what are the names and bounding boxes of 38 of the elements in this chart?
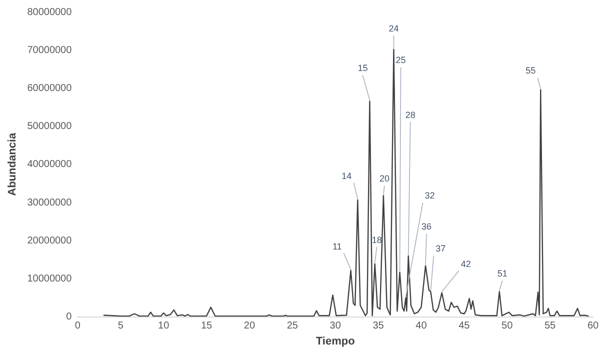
x-tick-label: 40	[416, 320, 428, 332]
y-tick-label: 80000000	[27, 6, 72, 18]
y-tick-label: 0	[66, 312, 72, 323]
annotation: 28	[405, 110, 416, 120]
annotation: 36	[422, 222, 432, 232]
x-axis-title: Tiempo	[316, 335, 356, 348]
annotation: 11	[332, 241, 342, 252]
y-tick-label: 20000000	[27, 235, 72, 246]
x-tick-label: 0	[74, 320, 81, 332]
y-axis-title: Abundancia	[6, 132, 19, 196]
x-tick-label: 35	[372, 320, 384, 332]
y-tick-label: 30000000	[27, 197, 72, 208]
annotation: 14	[342, 170, 352, 181]
annotation: 18	[372, 234, 382, 245]
annotation: 24	[388, 23, 399, 34]
y-tick-label: 70000000	[27, 44, 72, 56]
annotation: 20	[379, 174, 390, 184]
x-tick-label: 30	[330, 320, 342, 332]
annotation: 42	[460, 258, 471, 269]
annotation: 25	[396, 55, 406, 66]
x-tick-label: 5	[118, 320, 124, 332]
y-tick-label: 10000000	[27, 273, 72, 284]
annotation: 32	[424, 190, 435, 201]
x-tick-label: 10	[158, 320, 170, 332]
annotation: 15	[358, 63, 368, 74]
y-tick-label: 50000000	[27, 121, 72, 132]
y-tick-label: 40000000	[27, 159, 72, 170]
annotation: 37	[436, 244, 446, 254]
annotation: 55	[526, 66, 536, 76]
x-tick-label: 55	[544, 320, 556, 332]
x-tick-label: 45	[458, 320, 470, 332]
annotation: 51	[497, 268, 508, 279]
x-tick-label: 50	[502, 320, 514, 332]
y-tick-label: 60000000	[27, 82, 72, 94]
x-tick-label: 60	[587, 320, 599, 332]
x-tick-label: 25	[286, 320, 298, 332]
x-tick-label: 15	[200, 320, 213, 332]
x-tick-label: 20	[244, 320, 256, 332]
